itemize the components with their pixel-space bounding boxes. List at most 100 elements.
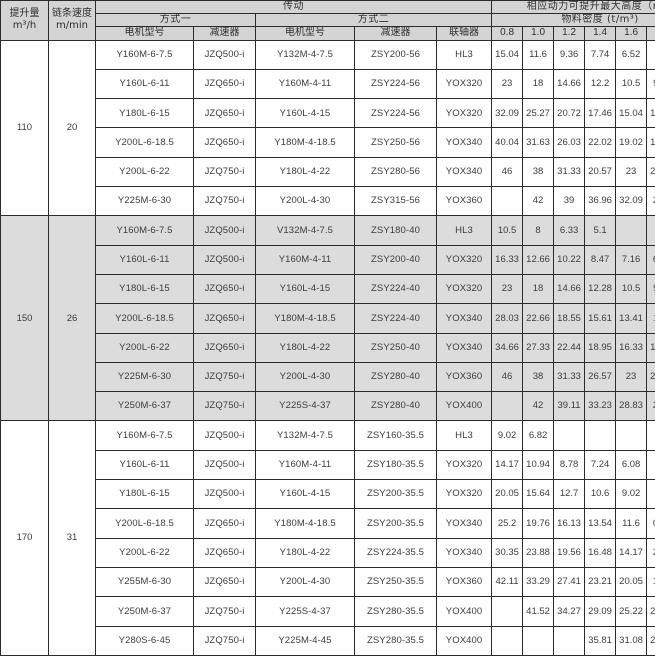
cell-lift-height-2: 8.78 xyxy=(553,449,586,481)
cell-motor-2: Y160L-4-15 xyxy=(255,273,355,305)
cell-lift-height-4: 15.04 xyxy=(615,98,648,129)
header-mode-two: 方式二 xyxy=(254,13,493,28)
cell-motor-1: Y280S-6-45 xyxy=(95,625,194,656)
cell-reducer-1: JZQ500-i xyxy=(193,420,256,451)
cell-motor-2: Y160M-4-11 xyxy=(255,449,355,481)
header-density-0: 0.8 xyxy=(491,26,524,41)
cell-lift-height-1: 38 xyxy=(522,361,555,393)
cell-lift-height-0: 46 xyxy=(491,156,524,188)
cell-lift-height-1: 6.82 xyxy=(522,420,555,451)
header-mode1-reducer: 减速器 xyxy=(193,26,256,41)
cell-motor-2: Y225S-4-37 xyxy=(255,391,355,422)
cell-lift-height-4: 6.08 xyxy=(615,449,648,481)
cell-lift-height-4: 16.33 xyxy=(615,332,648,363)
cell-lift-height-2: 16.13 xyxy=(553,508,586,539)
table-row: Y160L-6-11 JZQ650-i Y160M-4-11 ZSY224-56 YOX… xyxy=(1,68,655,100)
cell-lift-height-3: 12.2 xyxy=(584,68,617,100)
header-density-3: 1.4 xyxy=(584,26,617,41)
cell-lift-height-5: 9.11 xyxy=(646,68,655,100)
cell-coupling: YOX400 xyxy=(435,391,493,422)
cell-reducer-2: ZSY250-56 xyxy=(354,127,437,158)
cell-lift-height-5: 13.15 xyxy=(646,98,655,129)
cell-lift-height-4: 28.83 xyxy=(615,391,648,422)
cell-reducer-1: JZQ500-i xyxy=(193,215,256,246)
cell-coupling: YOX320 xyxy=(435,449,493,481)
cell-lift-height-2: 27.41 xyxy=(553,566,586,598)
cell-motor-2: Y160L-4-15 xyxy=(255,98,355,129)
cell-lift-height-0: 10.5 xyxy=(491,215,524,246)
cell-reducer-1: JZQ500-i xyxy=(193,39,256,70)
cell-reducer-1: JZQ650-i xyxy=(193,98,256,129)
cell-lift-height-2: 12.7 xyxy=(553,479,586,510)
cell-lift-height-5: 0.09 xyxy=(646,508,655,539)
cell-lift-height-0: 32.09 xyxy=(491,98,524,129)
cell-lift-height-3: 12.28 xyxy=(584,273,617,305)
cell-lift-height-5 xyxy=(646,449,655,481)
cell-lift-height-2 xyxy=(553,625,586,656)
cell-lift-height-2: 31.33 xyxy=(553,361,586,393)
cell-reducer-1: JZQ650-i xyxy=(193,303,256,334)
row-capacity-value: 150 xyxy=(0,215,49,422)
cell-lift-height-2: 20.72 xyxy=(553,98,586,129)
cell-motor-2: Y200L-4-30 xyxy=(255,566,355,598)
cell-lift-height-2: 31.33 xyxy=(553,156,586,188)
cell-motor-1: Y200L-6-22 xyxy=(95,537,194,568)
cell-lift-height-3: 8.47 xyxy=(584,244,617,275)
cell-coupling: YOX320 xyxy=(435,479,493,510)
cell-reducer-1: JZQ500-i xyxy=(193,449,256,481)
header-bulk-density: 物料密度 (t/m³) xyxy=(491,13,655,28)
cell-motor-1: Y160M-6-7.5 xyxy=(95,420,194,451)
header-density-4: 1.6 xyxy=(615,26,648,41)
cell-lift-height-5: 25.4 xyxy=(646,391,655,422)
cell-reducer-1: JZQ750-i xyxy=(193,625,256,656)
cell-motor-1: Y160M-6-7.5 xyxy=(95,215,194,246)
table-row: Y225M-6-30 JZQ750-i Y200L-4-30 ZSY315-56 YOX… xyxy=(1,186,655,217)
cell-reducer-1: JZQ650-i xyxy=(193,127,256,158)
cell-motor-1: Y160M-6-7.5 xyxy=(95,39,194,70)
cell-coupling: HL3 xyxy=(435,39,493,70)
cell-reducer-1: JZQ750-i xyxy=(193,156,256,188)
header-drive-group: 传动 xyxy=(94,0,493,15)
cell-reducer-1: JZQ650-i xyxy=(193,332,256,363)
cell-reducer-2: ZSY280-40 xyxy=(354,361,437,393)
cell-lift-height-3: 20.57 xyxy=(584,156,617,188)
cell-lift-height-4: 23 xyxy=(615,361,648,393)
cell-lift-height-0: 34.66 xyxy=(491,332,524,363)
cell-lift-height-0 xyxy=(491,625,524,656)
cell-reducer-1: JZQ500-i xyxy=(193,244,256,275)
cell-reducer-1: JZQ500-i xyxy=(193,479,256,510)
cell-lift-height-4: 25.22 xyxy=(615,596,648,627)
cell-lift-height-0 xyxy=(491,391,524,422)
cell-lift-height-5: 9.11 xyxy=(646,273,655,305)
cell-lift-height-1: 18 xyxy=(522,273,555,305)
cell-motor-2: Y132M-4-7.5 xyxy=(255,420,355,451)
cell-reducer-2: ZSY200-56 xyxy=(354,39,437,70)
cell-lift-height-1: 42 xyxy=(522,391,555,422)
cell-coupling: YOX320 xyxy=(435,273,493,305)
cell-lift-height-0: 25.2 xyxy=(491,508,524,539)
cell-motor-2: Y180M-4-18.5 xyxy=(255,127,355,158)
cell-lift-height-3: 15.61 xyxy=(584,303,617,334)
cell-lift-height-4: 32.09 xyxy=(615,186,648,217)
cell-lift-height-4 xyxy=(615,215,648,246)
cell-lift-height-0: 46 xyxy=(491,361,524,393)
cell-lift-height-1: 25.27 xyxy=(522,98,555,129)
cell-reducer-1: JZQ750-i xyxy=(193,596,256,627)
cell-lift-height-5: 11.7 xyxy=(646,303,655,334)
cell-motor-1: Y180L-6-15 xyxy=(95,98,194,129)
cell-lift-height-2: 34.27 xyxy=(553,596,586,627)
cell-coupling: YOX340 xyxy=(435,332,493,363)
cell-motor-2: Y160M-4-11 xyxy=(255,244,355,275)
cell-lift-height-3: 23.21 xyxy=(584,566,617,598)
cell-lift-height-4: 11.6 xyxy=(615,508,648,539)
cell-lift-height-4: 14.17 xyxy=(615,537,648,568)
cell-lift-height-2: 14.66 xyxy=(553,68,586,100)
cell-lift-height-5 xyxy=(646,420,655,451)
cell-reducer-1: JZQ650-i xyxy=(193,537,256,568)
cell-lift-height-4: 10.5 xyxy=(615,273,648,305)
cell-lift-height-3: 36.96 xyxy=(584,186,617,217)
cell-motor-2: Y200L-4-30 xyxy=(255,361,355,393)
cell-lift-height-4: 13.41 xyxy=(615,303,648,334)
cell-motor-2: Y225M-4-45 xyxy=(255,625,355,656)
cell-lift-height-0 xyxy=(491,596,524,627)
